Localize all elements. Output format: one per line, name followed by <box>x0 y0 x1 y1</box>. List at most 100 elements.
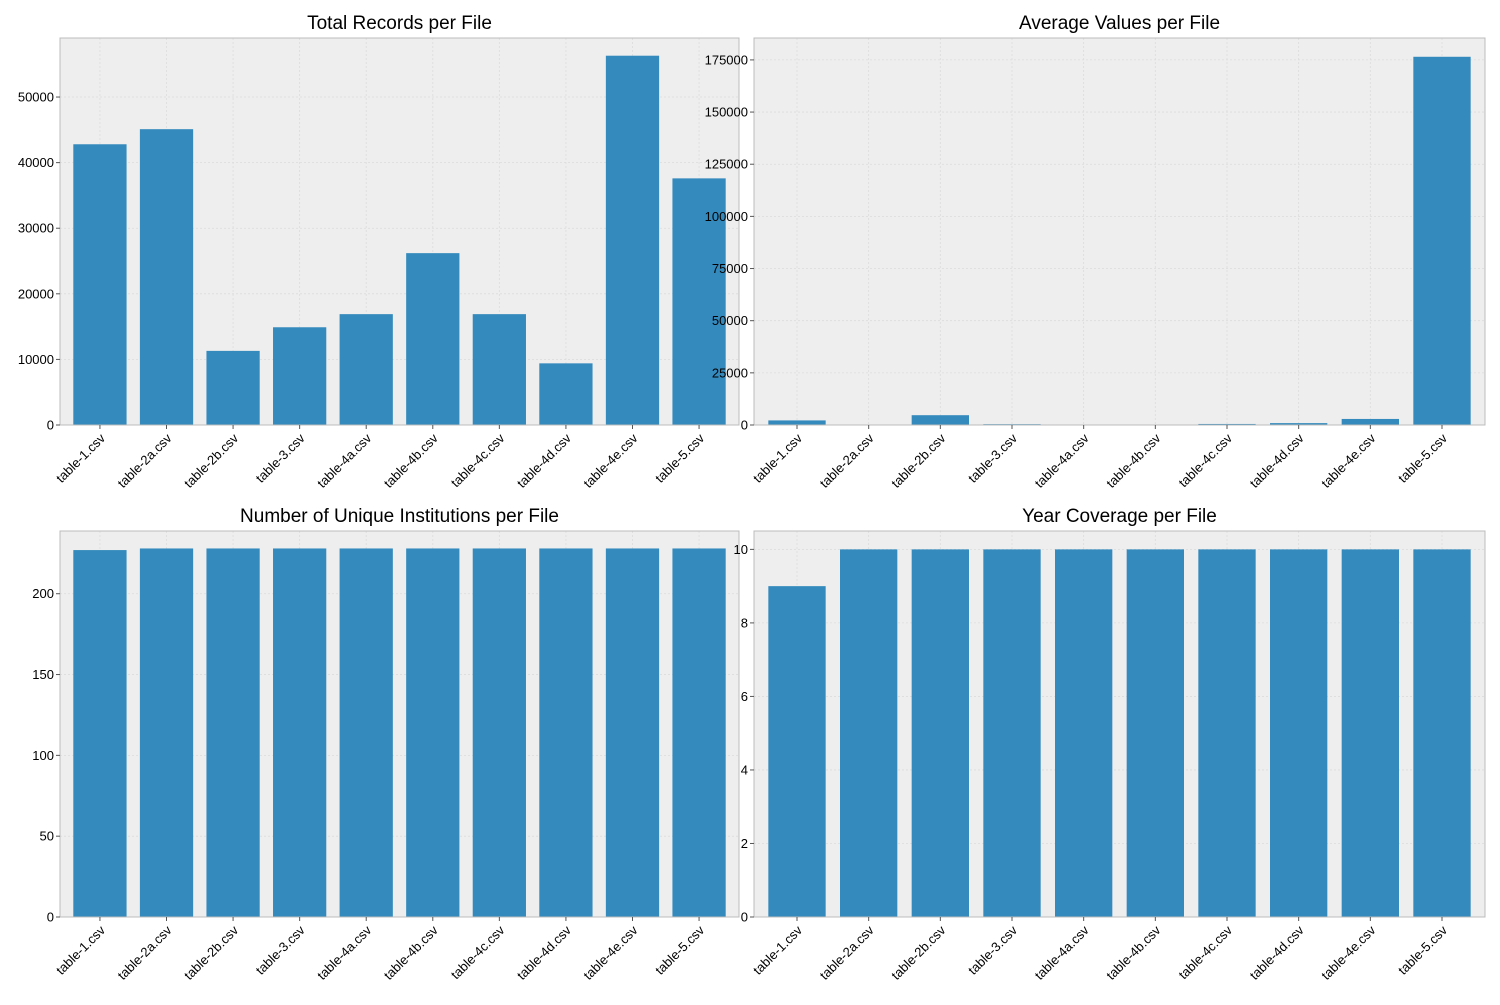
x-tick-label: table-4e.csv <box>580 922 641 983</box>
y-tick-label: 100000 <box>705 209 748 224</box>
x-tick-label: table-5.csv <box>652 430 707 485</box>
x-tick-label: table-1.csv <box>53 922 108 977</box>
y-tick-label: 0 <box>47 910 54 925</box>
y-tick-label: 100 <box>32 748 54 763</box>
bar-table-1.csv <box>768 420 825 425</box>
bar-table-4a.csv <box>340 548 393 917</box>
y-tick-label: 0 <box>741 910 748 925</box>
x-tick-label: table-3.csv <box>965 430 1020 485</box>
x-tick-label: table-4e.csv <box>1318 430 1379 491</box>
bar-table-3.csv <box>273 548 326 917</box>
y-tick-label: 8 <box>741 615 748 630</box>
x-tick-label: table-4c.csv <box>448 430 508 490</box>
chart-title: Total Records per File <box>307 13 492 34</box>
x-tick-label: table-4e.csv <box>580 430 641 491</box>
bar-table-4d.csv <box>1270 549 1327 917</box>
y-tick-label: 2 <box>741 836 748 851</box>
bar-table-4b.csv <box>406 548 459 917</box>
bar-table-4e.csv <box>1342 549 1399 917</box>
x-tick-label: table-4c.csv <box>448 922 508 982</box>
x-tick-label: table-4b.csv <box>1103 430 1164 491</box>
y-tick-label: 200 <box>32 586 54 601</box>
y-tick-label: 75000 <box>712 261 748 276</box>
x-tick-label: table-4a.csv <box>1032 430 1093 491</box>
x-tick-label: table-5.csv <box>1395 922 1450 977</box>
bar-table-2b.csv <box>206 351 259 425</box>
y-tick-label: 20000 <box>18 286 54 301</box>
bar-table-4e.csv <box>1342 419 1399 425</box>
bar-table-1.csv <box>73 144 126 425</box>
x-tick-label: table-4d.csv <box>514 922 575 983</box>
x-tick-label: table-5.csv <box>652 922 707 977</box>
x-tick-label: table-4d.csv <box>514 430 575 491</box>
x-tick-label: table-4b.csv <box>1103 922 1164 983</box>
x-tick-label: table-2b.csv <box>888 430 949 491</box>
bar-table-2a.csv <box>140 548 193 917</box>
x-tick-label: table-1.csv <box>750 430 805 485</box>
y-tick-label: 50000 <box>712 313 748 328</box>
bar-table-5.csv <box>672 548 725 917</box>
bar-table-2b.csv <box>912 415 969 425</box>
bar-table-5.csv <box>1413 57 1470 425</box>
y-tick-label: 40000 <box>18 155 54 170</box>
bar-table-4d.csv <box>539 548 592 917</box>
x-tick-label: table-5.csv <box>1395 430 1450 485</box>
y-tick-label: 10000 <box>18 352 54 367</box>
bar-table-4a.csv <box>340 314 393 425</box>
bar-table-4b.csv <box>1127 549 1184 917</box>
y-tick-label: 25000 <box>712 365 748 380</box>
y-tick-label: 4 <box>741 762 748 777</box>
x-tick-label: table-4b.csv <box>381 922 442 983</box>
y-tick-label: 175000 <box>705 52 748 67</box>
bar-table-4d.csv <box>539 363 592 425</box>
chart-title: Number of Unique Institutions per File <box>240 506 559 527</box>
x-tick-label: table-3.csv <box>253 430 308 485</box>
bar-table-4e.csv <box>606 548 659 917</box>
y-tick-label: 150000 <box>705 105 748 120</box>
bar-table-4a.csv <box>1055 549 1112 917</box>
bar-table-5.csv <box>1413 549 1470 917</box>
bar-table-1.csv <box>768 586 825 917</box>
x-tick-label: table-4a.csv <box>314 922 375 983</box>
x-tick-label: table-4c.csv <box>1175 430 1235 490</box>
y-tick-label: 0 <box>741 418 748 433</box>
bar-table-2b.csv <box>206 548 259 917</box>
y-tick-label: 0 <box>47 418 54 433</box>
x-tick-label: table-4d.csv <box>1247 430 1308 491</box>
x-tick-label: table-3.csv <box>965 922 1020 977</box>
y-tick-label: 50000 <box>18 90 54 105</box>
y-tick-label: 30000 <box>18 221 54 236</box>
x-tick-label: table-4e.csv <box>1318 922 1379 983</box>
x-tick-label: table-2b.csv <box>181 922 242 983</box>
bar-table-3.csv <box>273 327 326 425</box>
chart-title: Year Coverage per File <box>1022 506 1217 527</box>
y-tick-label: 6 <box>741 689 748 704</box>
x-tick-label: table-2a.csv <box>114 922 175 983</box>
bar-table-4c.csv <box>1198 549 1255 917</box>
bar-table-1.csv <box>73 550 126 917</box>
bar-table-4e.csv <box>606 56 659 425</box>
x-tick-label: table-2b.csv <box>181 430 242 491</box>
x-tick-label: table-4a.csv <box>1032 922 1093 983</box>
chart-panel-2: 0250005000075000100000125000150000175000… <box>705 13 1485 491</box>
x-tick-label: table-2a.csv <box>817 922 878 983</box>
plot-area <box>754 38 1485 425</box>
x-tick-label: table-4c.csv <box>1175 922 1235 982</box>
x-tick-label: table-1.csv <box>750 922 805 977</box>
x-tick-label: table-2b.csv <box>888 922 949 983</box>
x-tick-label: table-3.csv <box>253 922 308 977</box>
chart-title: Average Values per File <box>1019 13 1220 34</box>
bar-table-2a.csv <box>840 549 897 917</box>
y-tick-label: 150 <box>32 667 54 682</box>
x-tick-label: table-2a.csv <box>114 430 175 491</box>
bar-table-3.csv <box>983 549 1040 917</box>
bar-table-4c.csv <box>473 314 526 425</box>
x-tick-label: table-2a.csv <box>817 430 878 491</box>
y-tick-label: 50 <box>40 829 54 844</box>
bar-table-2b.csv <box>912 549 969 917</box>
bar-table-2a.csv <box>140 129 193 425</box>
